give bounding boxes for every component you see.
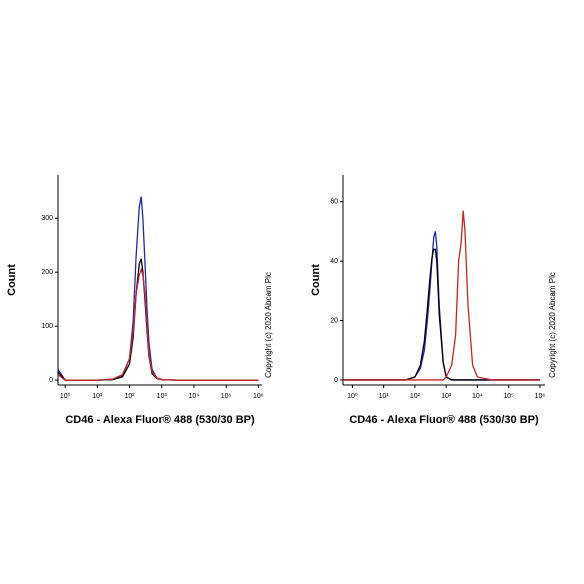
y-axis-label: Count xyxy=(6,264,18,296)
x-tick-label: 10¹ xyxy=(92,393,103,400)
x-tick-label: 10³ xyxy=(441,393,452,400)
y-tick-label: 60 xyxy=(330,199,338,206)
x-axis-label: CD46 - Alexa Fluor® 488 (530/30 BP) xyxy=(349,414,539,426)
y-tick-label: 0 xyxy=(334,377,338,384)
x-tick-label: 10⁰ xyxy=(347,392,358,400)
copyright: Copyright (c) 2020 Abcam Plc xyxy=(264,272,273,378)
histogram-line xyxy=(343,248,540,381)
x-tick-label: 10⁰ xyxy=(60,392,71,400)
x-tick-label: 10⁴ xyxy=(472,393,483,400)
y-axis-label: Count xyxy=(310,264,322,296)
x-tick-label: 10⁵ xyxy=(503,393,514,400)
copyright: Copyright (c) 2020 Abcam Plc xyxy=(548,272,557,378)
histogram-line xyxy=(57,196,259,381)
x-tick-label: 10⁶ xyxy=(253,393,264,400)
histogram-line xyxy=(57,258,259,381)
y-tick-label: 20 xyxy=(330,317,338,324)
x-tick-label: 10³ xyxy=(157,393,168,400)
y-tick-label: 40 xyxy=(330,258,338,265)
histogram-line xyxy=(343,231,540,381)
histogram-line xyxy=(343,210,540,381)
x-tick-label: 10² xyxy=(124,393,135,400)
x-tick-label: 10⁵ xyxy=(221,393,232,400)
y-tick-label: 300 xyxy=(41,215,53,222)
y-tick-label: 0 xyxy=(49,377,53,384)
y-tick-label: 100 xyxy=(41,323,53,330)
x-axis-label: CD46 - Alexa Fluor® 488 (530/30 BP) xyxy=(65,414,255,426)
y-tick-label: 200 xyxy=(41,269,53,276)
x-tick-label: 10⁴ xyxy=(189,393,200,400)
x-tick-label: 10¹ xyxy=(379,393,390,400)
x-tick-label: 10² xyxy=(410,393,421,400)
x-tick-label: 10⁶ xyxy=(535,393,546,400)
histogram-line xyxy=(57,267,259,381)
